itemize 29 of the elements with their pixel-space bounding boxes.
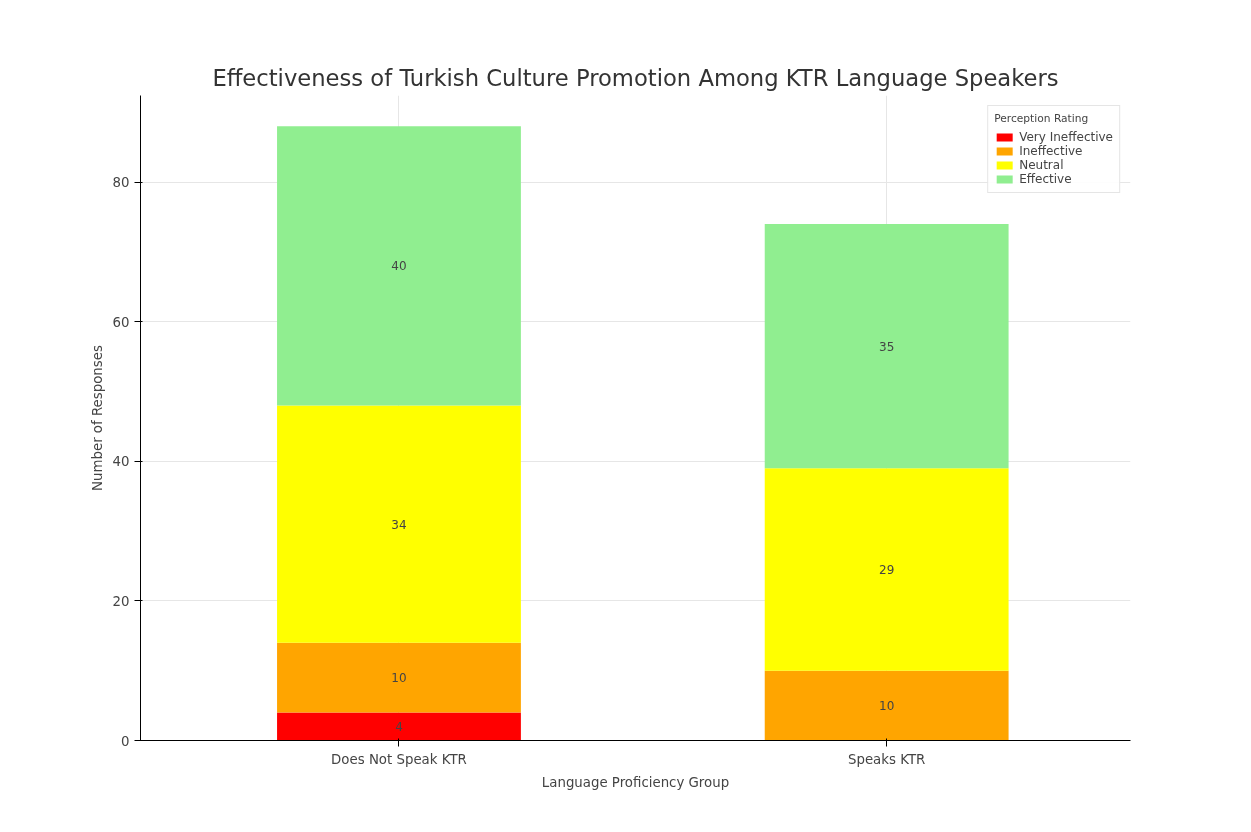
- y-tick-label: 60: [112, 314, 130, 330]
- bar: [277, 405, 521, 643]
- x-tick-label: Speaks KTR: [848, 751, 926, 767]
- bar: [764, 670, 1009, 741]
- y-tick-label: 40: [112, 454, 130, 470]
- legend-label: Very Ineffective: [1019, 130, 1113, 144]
- bar: [277, 712, 521, 741]
- data-label: 4: [395, 720, 403, 735]
- data-label: 35: [879, 339, 895, 354]
- data-label: 10: [879, 699, 895, 714]
- legend-title: Perception Rating: [994, 112, 1090, 125]
- legend-label: Ineffective: [1019, 144, 1083, 158]
- bar: [277, 642, 521, 713]
- y-axis-title: Number of Responses: [89, 345, 105, 491]
- data-label: 10: [391, 671, 407, 686]
- x-tick-label: Does Not Speak KTR: [331, 751, 467, 767]
- y-tick-label: 0: [121, 733, 130, 749]
- legend-label: Neutral: [1019, 158, 1064, 172]
- bar: [277, 126, 521, 406]
- chart-title: Effectiveness of Turkish Culture Promotion Among KTR Language Speakers: [212, 64, 1059, 91]
- data-label: 34: [391, 517, 407, 532]
- x-axis-title: Language Proficiency Group: [541, 774, 730, 790]
- data-label: 29: [879, 562, 895, 577]
- bar: [764, 223, 1009, 469]
- legend-label: Effective: [1019, 172, 1072, 186]
- bar: [764, 468, 1009, 671]
- y-tick-label: 80: [112, 175, 130, 191]
- y-tick-label: 20: [112, 593, 130, 609]
- data-label: 40: [391, 259, 407, 274]
